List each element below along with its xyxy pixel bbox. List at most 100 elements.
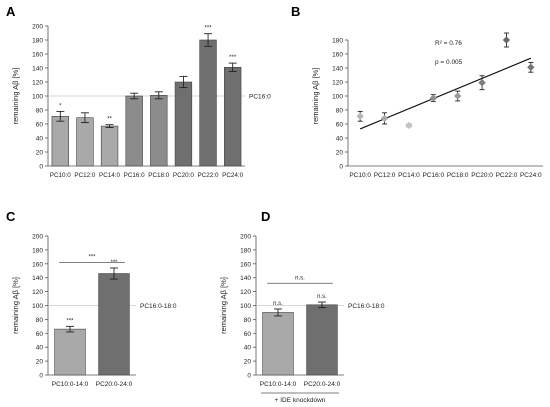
- data-point: [380, 114, 389, 123]
- bar: [51, 116, 69, 167]
- y-tick-label: 140: [32, 275, 43, 282]
- data-point: [527, 63, 535, 71]
- x-tick-label: PC24:0: [520, 172, 542, 179]
- y-tick-label: 120: [32, 80, 43, 87]
- significance-label: ***: [229, 55, 237, 61]
- y-tick-label: 60: [36, 122, 44, 129]
- panel-a-bar-chart: 0 20 40 60 80 100 120 140 160 180 200 remaining Aβ …: [11, 24, 271, 180]
- x-tick-label: PC12:0: [74, 172, 96, 179]
- y-tick-label: 180: [32, 38, 43, 45]
- y-tick-label: 0: [339, 164, 343, 171]
- panel-label-c: C: [6, 209, 16, 224]
- x-tick-label: PC20:0: [173, 172, 195, 179]
- panel-label-d: D: [261, 209, 270, 224]
- bar: [174, 81, 193, 167]
- x-tick-label: PC18:0: [148, 172, 170, 179]
- comparison-label: n.s.: [295, 275, 305, 281]
- y-tick-label: 60: [36, 331, 44, 338]
- y-axis-title: remaining Aβ [%]: [11, 68, 20, 125]
- y-tick-label: 180: [32, 247, 43, 254]
- y-axis-title: remaining Aβ [%]: [11, 277, 20, 334]
- x-tick-label: PC18:0: [447, 172, 469, 179]
- panel-label-b: B: [291, 4, 300, 19]
- x-tick-label: PC24:0: [222, 172, 244, 179]
- r-squared-annotation: R² = 0.76: [435, 40, 462, 47]
- panel-label-a: A: [6, 4, 16, 19]
- x-tick-label: PC16:0: [422, 172, 444, 179]
- y-tick-label: 120: [240, 289, 251, 296]
- panel-d-bar-chart: 0 20 40 60 80 100 120 140 160 180 200 remaining Aβ …: [219, 234, 385, 405]
- panel-b-scatter-chart: 0 20 40 60 80 100 120 140 160 180 remaining Aβ [%]…: [311, 32, 543, 179]
- y-tick-label: 200: [240, 234, 251, 241]
- y-tick-label: 200: [32, 234, 43, 241]
- y-tick-label: 80: [244, 317, 252, 324]
- y-tick-label: 180: [240, 247, 251, 254]
- y-tick-label: 200: [32, 24, 43, 31]
- x-tick-label: PC14:0: [99, 172, 121, 179]
- significance-label: n.s.: [273, 301, 283, 307]
- bar: [306, 304, 338, 376]
- y-tick-label: 20: [244, 359, 252, 366]
- bar: [150, 95, 168, 167]
- y-tick-label: 140: [332, 66, 343, 73]
- footnote-label: + IDE knockdown: [275, 397, 326, 404]
- x-tick-label: PC10:0: [349, 172, 371, 179]
- y-tick-label: 180: [332, 38, 343, 45]
- y-tick-label: 80: [36, 317, 44, 324]
- y-tick-label: 160: [332, 52, 343, 59]
- y-tick-label: 0: [39, 164, 43, 171]
- x-tick-label: PC22:0: [198, 172, 220, 179]
- y-tick-label: 80: [36, 108, 44, 115]
- y-tick-label: 100: [240, 303, 251, 310]
- y-tick-label: 120: [32, 289, 43, 296]
- significance-label: n.s.: [317, 294, 327, 300]
- y-tick-label: 0: [247, 373, 251, 380]
- y-tick-label: 140: [32, 66, 43, 73]
- data-point: [502, 36, 511, 44]
- x-tick-label: PC12:0: [374, 172, 396, 179]
- x-tick-label: PC10:0: [50, 172, 72, 179]
- significance-label: ***: [66, 318, 74, 324]
- x-tick-label: PC10:0-14:0: [52, 381, 89, 388]
- y-axis-title: remaining Aβ [%]: [219, 277, 228, 334]
- trendline: [359, 57, 532, 130]
- y-tick-label: 40: [36, 136, 44, 143]
- x-tick-label: PC16:0: [124, 172, 146, 179]
- y-tick-label: 160: [240, 261, 251, 268]
- bar: [54, 328, 86, 376]
- significance-label: ***: [205, 26, 213, 32]
- y-tick-label: 0: [39, 373, 43, 380]
- data-point: [429, 94, 437, 102]
- y-tick-label: 40: [36, 345, 44, 352]
- bar: [262, 312, 294, 376]
- x-tick-label: PC20:0: [471, 172, 493, 179]
- significance-label: *: [59, 103, 62, 109]
- bar: [224, 67, 242, 167]
- y-tick-label: 40: [244, 345, 252, 352]
- data-point: [478, 79, 486, 87]
- y-axis-title: remaining Aβ [%]: [311, 68, 320, 125]
- significance-label: ***: [110, 260, 118, 266]
- y-tick-label: 60: [244, 331, 252, 338]
- x-tick-label: PC22:0: [496, 172, 518, 179]
- data-point: [405, 121, 413, 130]
- bar: [199, 39, 217, 167]
- y-tick-label: 80: [336, 108, 344, 115]
- bar: [125, 95, 143, 167]
- data-point: [356, 112, 364, 120]
- bar: [100, 125, 119, 167]
- data-point: [454, 92, 462, 100]
- y-tick-label: 100: [32, 303, 43, 310]
- y-tick-label: 120: [332, 80, 343, 87]
- p-value-annotation: p = 0.005: [435, 59, 463, 66]
- y-tick-label: 40: [336, 136, 344, 143]
- x-tick-label: PC14:0: [398, 172, 420, 179]
- x-tick-label: PC10:0-14:0: [260, 381, 297, 388]
- x-tick-label: PC20:0-24:0: [304, 381, 341, 388]
- y-tick-label: 20: [36, 150, 44, 157]
- y-tick-label: 160: [32, 52, 43, 59]
- y-tick-label: 100: [32, 94, 43, 101]
- bar: [98, 273, 130, 376]
- y-tick-label: 60: [336, 122, 344, 129]
